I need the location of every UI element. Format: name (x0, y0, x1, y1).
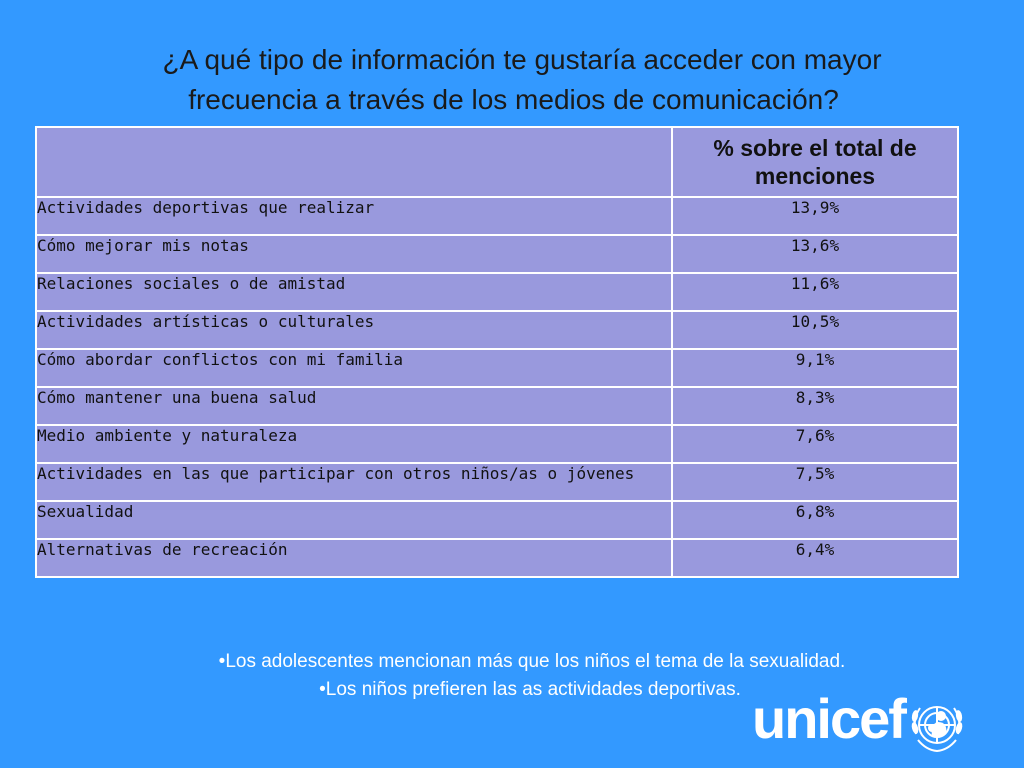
row-label: Actividades artísticas o culturales (35, 310, 673, 350)
row-value: 8,3% (671, 386, 959, 426)
row-value: 7,5% (671, 462, 959, 502)
table-row: Medio ambiente y naturaleza 7,6% (35, 424, 959, 464)
row-value: 13,6% (671, 234, 959, 274)
row-label: Medio ambiente y naturaleza (35, 424, 673, 464)
row-label: Actividades deportivas que realizar (35, 196, 673, 236)
note-sexuality: •Los adolescentes mencionan más que los … (218, 651, 846, 672)
row-value: 9,1% (671, 348, 959, 388)
row-value: 13,9% (671, 196, 959, 236)
table-row: Relaciones sociales o de amistad 11,6% (35, 272, 959, 312)
table-row: Cómo mejorar mis notas 13,6% (35, 234, 959, 274)
unicef-emblem-icon (911, 706, 963, 753)
row-label: Relaciones sociales o de amistad (35, 272, 673, 312)
title-line-1: ¿A qué tipo de información te gustaría a… (162, 44, 882, 75)
table-row: Cómo mantener una buena salud 8,3% (35, 386, 959, 426)
row-value: 7,6% (671, 424, 959, 464)
header-label-cell (35, 126, 673, 198)
table-row: Alternativas de recreación 6,4% (35, 538, 959, 578)
table-header-row: % sobre el total de menciones (35, 126, 959, 198)
table-row: Actividades en las que participar con ot… (35, 462, 959, 502)
unicef-logo: unicef (752, 687, 972, 760)
row-value: 6,8% (671, 500, 959, 540)
header-value-cell: % sobre el total de menciones (671, 126, 959, 198)
slide-title: ¿A qué tipo de información te gustaría a… (0, 40, 1024, 120)
unicef-wordmark: unicef (752, 687, 907, 750)
row-value: 6,4% (671, 538, 959, 578)
table-row: Sexualidad 6,8% (35, 500, 959, 540)
table-row: Actividades artísticas o culturales 10,5… (35, 310, 959, 350)
notes: •Los adolescentes mencionan más que los … (0, 648, 1024, 704)
row-value: 11,6% (671, 272, 959, 312)
title-line-2: frecuencia a través de los medios de com… (188, 84, 839, 115)
row-label: Alternativas de recreación (35, 538, 673, 578)
row-label: Cómo abordar conflictos con mi familia (35, 348, 673, 388)
row-value: 10,5% (671, 310, 959, 350)
results-table: % sobre el total de menciones Actividade… (35, 126, 959, 578)
row-label: Actividades en las que participar con ot… (35, 462, 673, 502)
row-label: Sexualidad (35, 500, 673, 540)
table-row: Actividades deportivas que realizar 13,9… (35, 196, 959, 236)
note-sports: •Los niños prefieren las as actividades … (319, 679, 741, 700)
row-label: Cómo mejorar mis notas (35, 234, 673, 274)
row-label: Cómo mantener una buena salud (35, 386, 673, 426)
table-row: Cómo abordar conflictos con mi familia 9… (35, 348, 959, 388)
